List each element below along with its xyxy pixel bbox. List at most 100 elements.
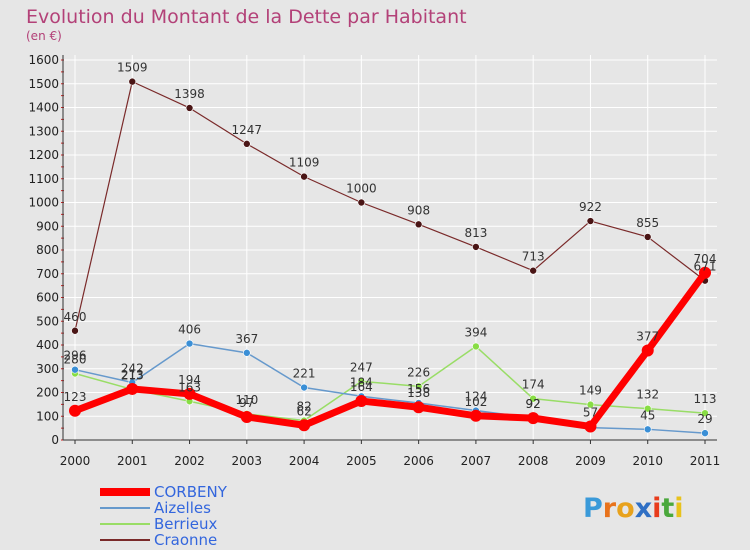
x-tick-label: 2007 — [461, 454, 492, 468]
data-label-berrieux: 163 — [178, 380, 201, 394]
data-point-corbeny — [298, 419, 311, 432]
data-point-corbeny — [641, 344, 654, 357]
logo-letter: i — [652, 493, 661, 524]
data-label-berrieux: 280 — [64, 353, 87, 367]
data-label-corbeny: 123 — [64, 390, 87, 404]
data-label-berrieux: 110 — [235, 393, 258, 407]
series-line-corbeny — [71, 269, 709, 430]
series-line-aizelles — [74, 342, 706, 434]
y-tick-label: 800 — [36, 243, 59, 257]
data-point-corbeny — [527, 412, 540, 425]
x-tick-label: 2009 — [575, 454, 606, 468]
data-point-aizelles — [643, 425, 652, 434]
data-point-craonne — [300, 172, 308, 181]
data-label-corbeny: 102 — [464, 395, 487, 409]
data-label-berrieux: 226 — [407, 365, 430, 379]
data-label-craonne: 1398 — [174, 87, 205, 101]
y-tick-label: 300 — [36, 362, 59, 376]
data-label-craonne: 855 — [636, 216, 659, 230]
data-point-corbeny — [584, 420, 597, 433]
data-label-corbeny: 164 — [350, 380, 373, 394]
data-point-corbeny — [240, 410, 253, 423]
data-point-berrieux — [357, 377, 366, 386]
legend-label-craonne: Craonne — [154, 531, 217, 549]
data-point-berrieux — [529, 394, 537, 403]
data-point-craonne — [357, 198, 366, 207]
data-label-craonne: 1509 — [117, 61, 148, 75]
data-label-berrieux: 174 — [522, 378, 545, 392]
data-point-aizelles — [185, 339, 194, 348]
proxiti-logo: Proxiti — [583, 493, 684, 524]
chart-subtitle: (en €) — [26, 29, 62, 43]
data-point-aizelles — [243, 349, 251, 357]
x-tick-label: 2002 — [174, 454, 205, 468]
data-label-aizelles: 45 — [640, 408, 655, 422]
x-tick-label: 2011 — [690, 454, 721, 468]
data-labels: 123 213 194 97 62 164 138 102 92 57 377 704 296 242 40… — [64, 61, 717, 426]
y-tick-label: 500 — [36, 314, 59, 328]
data-label-aizelles: 124 — [464, 390, 487, 404]
data-point-corbeny — [355, 395, 368, 408]
data-point-corbeny — [412, 401, 425, 414]
data-label-aizelles: 242 — [121, 362, 144, 376]
legend-label-corbeny: CORBENY — [154, 483, 228, 501]
data-label-craonne: 1000 — [346, 182, 377, 196]
x-tick-label: 2004 — [289, 454, 320, 468]
logo-letter: i — [674, 493, 683, 524]
x-tick-label: 2005 — [346, 454, 377, 468]
plot-area — [63, 55, 717, 440]
data-point-berrieux — [586, 400, 595, 409]
data-label-berrieux: 247 — [350, 360, 373, 374]
legend-label-berrieux: Berrieux — [154, 515, 217, 533]
y-tick-label: 100 — [36, 409, 59, 423]
data-label-craonne: 460 — [64, 310, 87, 324]
data-label-craonne: 713 — [522, 250, 545, 264]
chart-title: Evolution du Montant de la Dette par Hab… — [26, 6, 467, 28]
data-label-aizelles: 29 — [697, 412, 712, 426]
data-point-berrieux — [472, 342, 480, 351]
data-point-corbeny — [699, 266, 711, 279]
data-label-corbeny: 138 — [407, 386, 430, 400]
data-label-corbeny: 92 — [526, 397, 541, 411]
data-point-craonne — [529, 266, 537, 275]
series-lines — [69, 77, 711, 437]
axes: 0 100 200 300 400 500 600 700 800 900 1000 1100 1200… — [28, 53, 720, 468]
grid — [63, 55, 717, 441]
data-label-corbeny: 704 — [694, 252, 717, 266]
data-point-corbeny — [69, 404, 81, 417]
x-tick-label: 2008 — [518, 454, 549, 468]
legend-label-aizelles: Aizelles — [154, 499, 211, 517]
y-tick-label: 400 — [36, 338, 59, 352]
data-label-berrieux: 213 — [121, 368, 144, 382]
data-label-corbeny: 213 — [121, 368, 144, 382]
data-point-aizelles — [701, 429, 709, 437]
data-point-berrieux — [701, 409, 709, 417]
data-label-corbeny: 194 — [178, 373, 201, 387]
y-tick-label: 1600 — [28, 53, 59, 67]
data-label-berrieux: 113 — [694, 392, 717, 406]
data-point-corbeny — [126, 382, 139, 395]
data-point-craonne — [71, 326, 79, 335]
y-tick-label: 1200 — [28, 148, 59, 162]
data-label-craonne: 922 — [579, 200, 602, 214]
logo-letter: o — [616, 493, 635, 524]
y-tick-label: 0 — [51, 433, 59, 447]
data-point-craonne — [472, 243, 480, 251]
x-tick-label: 2010 — [632, 454, 663, 468]
x-tick-label: 2003 — [232, 454, 263, 468]
x-tick-label: 2000 — [60, 454, 91, 468]
data-label-berrieux: 149 — [579, 384, 602, 398]
y-tick-label: 900 — [36, 219, 59, 233]
data-point-corbeny — [469, 409, 482, 422]
y-tick-label: 700 — [36, 267, 59, 281]
data-point-craonne — [185, 104, 194, 112]
data-point-berrieux — [414, 382, 423, 391]
data-point-corbeny — [183, 387, 196, 400]
data-label-corbeny: 377 — [636, 329, 659, 343]
data-label-aizelles: 367 — [235, 332, 258, 346]
data-label-craonne: 908 — [407, 203, 430, 217]
data-point-aizelles — [300, 383, 308, 392]
